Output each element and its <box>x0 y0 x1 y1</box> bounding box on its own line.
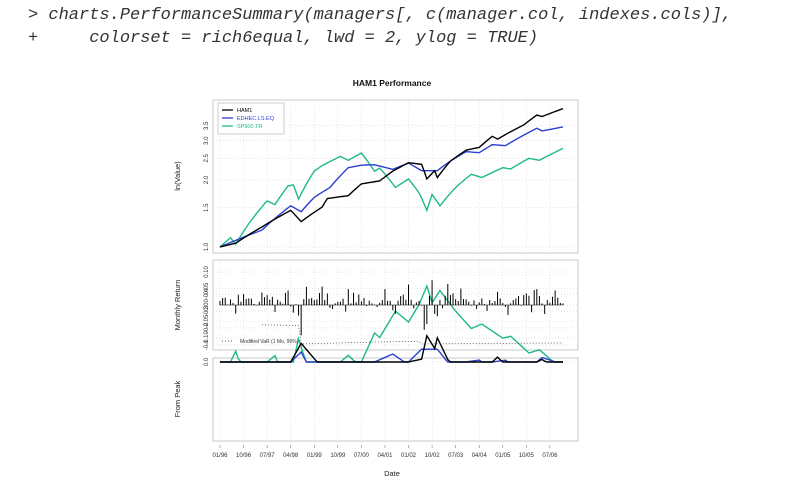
cumulative-line-sp500-tr <box>219 147 564 248</box>
cumulative-y-tick-label: 1.5 <box>204 203 210 212</box>
returns-y-tick-label: -0.05 <box>204 314 210 328</box>
x-axis-label: Date <box>384 469 400 478</box>
console-continuation-line: + colorset = rich6equal, lwd = 2, ylog =… <box>28 29 539 48</box>
x-tick-label: 07/00 <box>354 453 370 459</box>
x-tick-label: 01/05 <box>495 453 511 459</box>
x-tick-label: 07/03 <box>448 453 464 459</box>
drawdown-y-tick-label: 0.0 <box>204 357 210 366</box>
chart-title: HAM1 Performance <box>353 78 432 88</box>
modified-var-line <box>261 324 564 345</box>
drawdown-panel-frame <box>212 357 579 442</box>
x-tick-label: 04/04 <box>472 453 488 459</box>
cumulative-y-axis-label: ln(Value) <box>173 161 182 191</box>
returns-y-tick-label: -0.10 <box>204 331 210 345</box>
var-legend-label: Modified VaR (1 Mo, 99%) <box>240 339 299 345</box>
cumulative-y-tick-label: 3.5 <box>204 121 210 130</box>
legend-entry-sp500: SP500.TR <box>237 124 262 130</box>
x-tick-label: 10/96 <box>236 453 252 459</box>
x-tick-label: 10/02 <box>425 453 441 459</box>
console-command-line: > charts.PerformanceSummary(managers[, c… <box>28 6 732 25</box>
x-tick-label: 07/06 <box>542 453 558 459</box>
drawdown-y-axis-label: From Peak <box>173 380 182 417</box>
returns-y-tick-label: 0.10 <box>204 266 210 278</box>
legend-entry-edhec: EDHEC.LS.EQ <box>237 116 275 122</box>
cumulative-panel-frame <box>212 99 579 254</box>
cumulative-y-tick-label: 2.5 <box>204 154 210 163</box>
drawdown-y-tick-label: -0.3 <box>204 305 210 316</box>
cumulative-y-tick-label: 3.0 <box>204 136 210 145</box>
legend: HAM1 EDHEC.LS.EQ SP500.TR <box>217 102 285 135</box>
returns-y-tick-label: 0.05 <box>204 282 210 294</box>
x-tick-label: 04/98 <box>283 453 299 459</box>
drawdown-line-edhec-ls-eq <box>220 348 563 363</box>
x-tick-label: 01/02 <box>401 453 417 459</box>
cumulative-line-ham1 <box>219 107 564 248</box>
drawdown-line-sp500-tr <box>220 283 563 363</box>
cumulative-y-tick-label: 1.0 <box>204 242 210 251</box>
drawdown-y-tick-label: -0.1 <box>204 339 210 350</box>
cumulative-y-tick-label: 2.0 <box>204 175 210 184</box>
drawdown-line-ham1 <box>220 333 563 363</box>
x-tick-label: 07/97 <box>260 453 276 459</box>
x-tick-label: 01/96 <box>212 453 228 459</box>
var-legend: Modified VaR (1 Mo, 99%) <box>222 339 299 345</box>
drawdown-y-tick-label: -0.2 <box>204 322 210 333</box>
cumulative-line-edhec-ls-eq <box>219 126 564 248</box>
returns-y-axis-label: Monthly Return <box>173 280 182 331</box>
legend-entry-ham1: HAM1 <box>237 108 252 114</box>
drawdown-y-tick-label: -0.4 <box>204 288 210 299</box>
x-tick-label: 04/01 <box>377 453 393 459</box>
x-tick-label: 10/05 <box>519 453 535 459</box>
x-tick-label: 10/99 <box>330 453 346 459</box>
returns-y-tick-label: 0.00 <box>204 299 210 311</box>
x-tick-label: 01/99 <box>307 453 323 459</box>
